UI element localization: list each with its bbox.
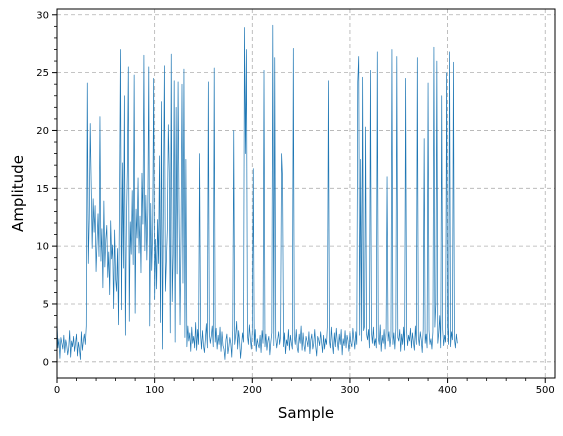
x-axis-title: Sample	[278, 404, 334, 422]
x-tick-label: 0	[54, 385, 60, 396]
x-tick-label: 200	[243, 385, 262, 396]
y-axis-title: Amplitude	[9, 155, 27, 232]
x-tick-label: 400	[438, 385, 457, 396]
series-line	[56, 24, 458, 360]
y-tick-label: 15	[36, 184, 49, 195]
plot-frame	[56, 8, 556, 379]
y-tick-label: 10	[36, 242, 49, 253]
series-layer	[56, 24, 458, 360]
y-tick-label: 0	[43, 357, 49, 368]
x-tick-label: 500	[536, 385, 555, 396]
x-tick-label: 300	[340, 385, 359, 396]
x-tick-label: 100	[145, 385, 164, 396]
y-tick-label: 30	[36, 10, 49, 21]
axis-ticks: 0 100 200 300 400 500 0 5 10 15 20 25 30	[36, 10, 555, 396]
y-tick-label: 25	[36, 68, 49, 79]
y-tick-label: 20	[36, 126, 49, 137]
grid-lines	[56, 9, 555, 378]
y-tick-label: 5	[43, 299, 49, 310]
